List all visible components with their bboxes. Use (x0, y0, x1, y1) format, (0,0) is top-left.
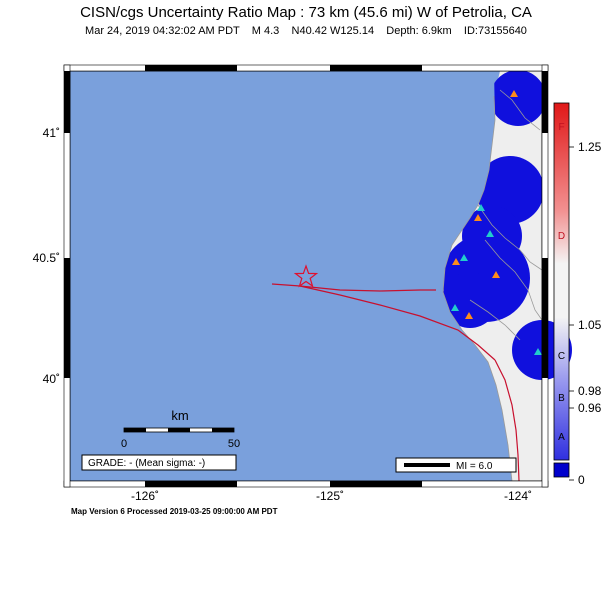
river (477, 204, 543, 271)
star-icon (293, 264, 319, 288)
colorbar-value: 0.96 (578, 401, 602, 415)
scale-start: 0 (121, 438, 127, 450)
event-info: Mar 24, 2019 04:32:02 AM PDT M 4.3 N40.4… (85, 25, 527, 37)
grade-text: GRADE: - (Mean sigma: -) (88, 458, 205, 469)
lat-label: 40.5˚ (33, 251, 60, 265)
map-version-footer: Map Version 6 Processed 2019-03-25 09:00… (71, 507, 278, 516)
mi-text: MI = 6.0 (456, 461, 493, 472)
colorbar-letter: A (558, 432, 565, 443)
colorbar-letter: F (558, 122, 564, 133)
station-cyan (477, 204, 485, 211)
stations (451, 90, 542, 355)
coastline (442, 89, 543, 482)
colorbar-value: 0.98 (578, 384, 602, 398)
san-andreas-fault (494, 359, 520, 482)
station-cyan (451, 304, 459, 311)
colorbar-letter: C (558, 351, 565, 362)
grade-box: GRADE: - (Mean sigma: -) (81, 454, 237, 471)
map-title: CISN/cgs Uncertainty Ratio Map : 73 km (… (80, 4, 532, 21)
colorbar-value: 1.05 (578, 318, 602, 332)
uncertainty-circle (490, 70, 546, 126)
lat-label: 41˚ (43, 126, 60, 140)
ocean-overlay (70, 71, 512, 481)
station-cyan (534, 348, 542, 355)
station-cyan (460, 254, 468, 261)
river (469, 299, 521, 341)
colorbar-value: 0 (578, 473, 585, 487)
mi-legend: MI = 6.0 (395, 457, 517, 473)
station-orange (492, 271, 500, 278)
lat-label: 40˚ (43, 372, 60, 386)
colorbar: F D C B A 1.25 1.05 0.98 0.96 0 (553, 102, 602, 487)
lon-label: -124˚ (504, 489, 532, 503)
river (484, 239, 543, 321)
mendocino-fault (271, 283, 436, 292)
scale-end: 50 (228, 438, 240, 450)
scale-bar: km 0 50 (121, 408, 240, 450)
station-orange (510, 90, 518, 97)
colorbar-letter: D (558, 231, 565, 242)
river (499, 89, 541, 131)
station-orange (465, 312, 473, 319)
station-orange (474, 214, 482, 221)
graticule-border (63, 64, 549, 488)
scale-unit: km (171, 408, 188, 423)
station-cyan (486, 230, 494, 237)
lon-label: -126˚ (131, 489, 159, 503)
faults (271, 283, 520, 482)
colorbar-value: 1.25 (578, 140, 602, 154)
fault-branch (299, 285, 496, 361)
station-orange (452, 258, 460, 265)
lon-label: -125˚ (316, 489, 344, 503)
colorbar-letter: B (558, 393, 565, 404)
